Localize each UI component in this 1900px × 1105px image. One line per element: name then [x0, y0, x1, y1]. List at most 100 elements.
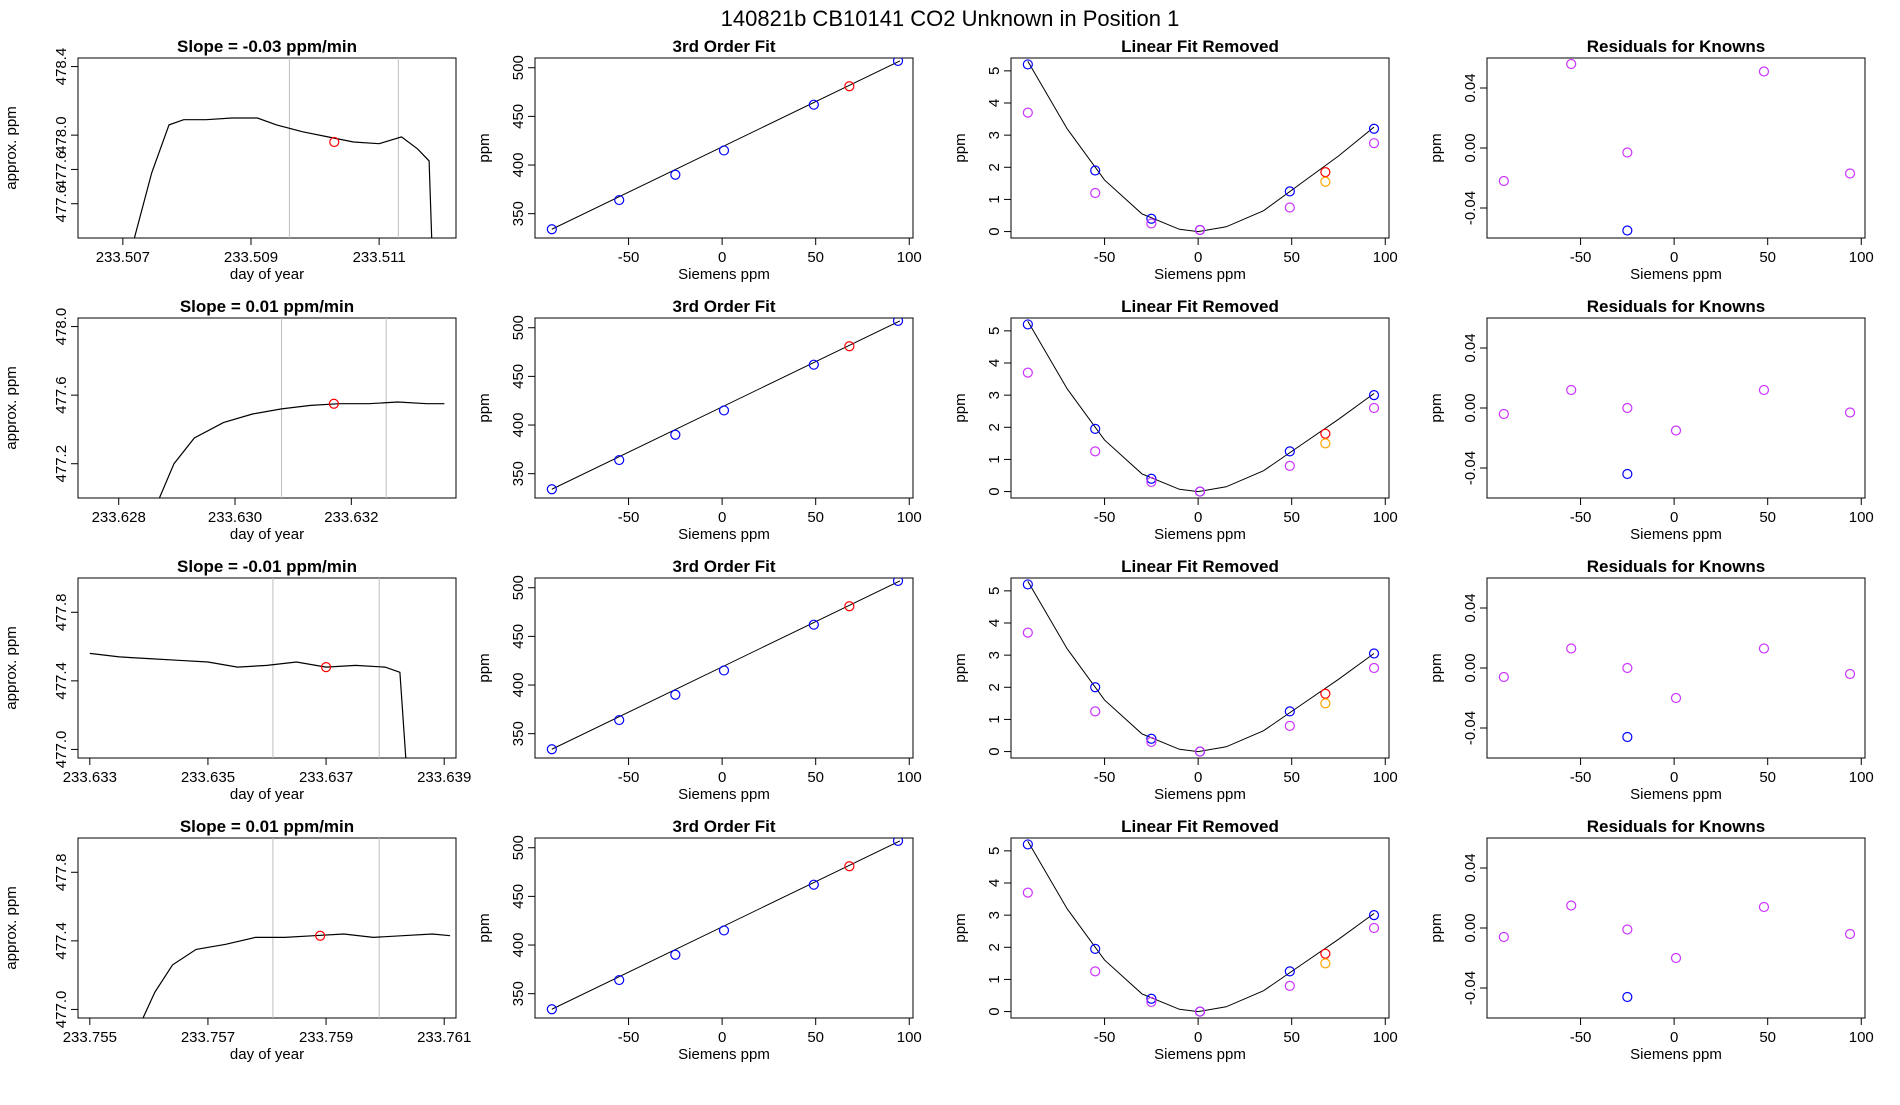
- x-tick-label: 100: [897, 769, 922, 786]
- point-linear: [1368, 138, 1380, 149]
- y-tick-label: 400: [510, 413, 527, 438]
- point-knowns: [1284, 706, 1295, 717]
- plot-frame: [534, 317, 914, 499]
- point-residuals: [1844, 928, 1856, 940]
- point-residuals: [1758, 384, 1770, 396]
- x-tick-label: -50: [1570, 1029, 1592, 1046]
- point-residuals: [1498, 671, 1509, 683]
- panel-r3c2: 3rd Order Fit -50 0 50 100 350 400 450 500 Siemen…: [476, 557, 922, 803]
- x-tick-label: -50: [618, 1029, 640, 1046]
- point-knowns: [1284, 966, 1295, 977]
- y-tick-label: 0.00: [1462, 133, 1479, 162]
- point-outlier: [1622, 468, 1633, 480]
- y-tick-label: -0.04: [1462, 711, 1479, 745]
- point-knowns: [718, 145, 730, 156]
- point-outlier: [1622, 225, 1633, 236]
- point-knowns: [1284, 446, 1295, 457]
- panel-r1c4: Residuals for Knowns -50 0 50 100 -0.04 0.00 0.…: [1428, 37, 1874, 283]
- plot-frame: [77, 577, 457, 759]
- x-axis-label: day of year: [230, 266, 304, 283]
- y-tick-label: 477.0: [53, 991, 70, 1029]
- y-tick-label: 350: [510, 981, 527, 1006]
- y-tick-label: 0.00: [1462, 913, 1479, 942]
- plot-frame: [534, 577, 914, 759]
- x-axis-label: Siemens ppm: [678, 1046, 770, 1063]
- x-tick-label: 0: [718, 769, 726, 786]
- x-axis-label: Siemens ppm: [678, 526, 770, 543]
- y-tick-label: -0.04: [1462, 191, 1479, 225]
- x-tick-label: 233.757: [181, 1029, 235, 1046]
- point-residuals: [1566, 643, 1577, 654]
- point-knowns: [1022, 319, 1033, 330]
- y-tick-label: 0.04: [1462, 333, 1479, 362]
- y-tick-label: 478.4: [53, 48, 70, 86]
- fit-line: [551, 840, 901, 1010]
- y-tick-label: 0.04: [1462, 853, 1479, 882]
- plot-marks: [1022, 319, 1380, 497]
- point-knowns: [1022, 579, 1033, 590]
- point-knowns: [670, 689, 681, 700]
- point-knowns: [1284, 186, 1295, 197]
- point-knowns: [718, 665, 730, 676]
- point-knowns: [808, 99, 819, 110]
- point-residuals: [1498, 931, 1509, 943]
- panel-title: Linear Fit Removed: [1121, 557, 1279, 576]
- y-tick-label: 2: [986, 683, 1003, 691]
- y-axis-label: ppm: [1428, 393, 1445, 422]
- y-tick-label: 5: [986, 587, 1003, 595]
- x-axis-label: Siemens ppm: [1630, 526, 1722, 543]
- plot-marks: [158, 318, 445, 498]
- x-axis-label: Siemens ppm: [1154, 266, 1246, 283]
- y-axis-label: ppm: [1428, 913, 1445, 942]
- x-tick-label: -50: [1570, 769, 1592, 786]
- plot-frame: [1010, 317, 1390, 499]
- point-knowns: [1022, 839, 1033, 850]
- point-knowns: [1368, 648, 1380, 659]
- y-tick-label: 500: [510, 315, 527, 340]
- point-unknown: [1320, 428, 1331, 439]
- y-axis-label: ppm: [476, 133, 493, 162]
- plot-frame: [77, 57, 457, 239]
- point-unknown: [1320, 948, 1331, 959]
- point-knowns: [1146, 473, 1157, 484]
- x-tick-label: 50: [807, 249, 824, 266]
- y-tick-label: 450: [510, 364, 527, 389]
- point-unknown: [844, 81, 855, 92]
- point-linear: [1022, 887, 1033, 898]
- panel-r2c3: Linear Fit Removed -50 0 50 100 0 1 2 3 4 5 Siemens…: [952, 297, 1398, 543]
- panel-title: Slope = -0.03 ppm/min: [177, 37, 357, 56]
- plot-frame: [1486, 57, 1866, 239]
- plot-frame: [1486, 317, 1866, 499]
- y-tick-label: 350: [510, 461, 527, 486]
- x-tick-label: 100: [897, 1029, 922, 1046]
- point-linear: [1022, 367, 1033, 378]
- ppm-trace-line: [89, 652, 407, 758]
- x-tick-label: 233.633: [63, 769, 117, 786]
- x-tick-label: 100: [1849, 769, 1874, 786]
- y-tick-label: 400: [510, 933, 527, 958]
- x-tick-label: 100: [897, 509, 922, 526]
- point-knowns: [614, 194, 625, 206]
- point-outlier: [1622, 731, 1633, 743]
- x-tick-label: 100: [1373, 1029, 1398, 1046]
- x-tick-label: 233.509: [224, 249, 278, 266]
- x-axis-label: day of year: [230, 1046, 304, 1063]
- x-tick-label: 50: [807, 769, 824, 786]
- y-tick-label: 3: [986, 131, 1003, 139]
- x-axis-label: Siemens ppm: [1630, 266, 1722, 283]
- point-unknown: [844, 601, 855, 612]
- mean-marker: [329, 136, 340, 148]
- x-tick-label: 233.630: [208, 509, 262, 526]
- point-unknown_quad: [1320, 176, 1331, 187]
- y-tick-label: 0.04: [1462, 593, 1479, 622]
- y-tick-label: 500: [510, 835, 527, 860]
- y-tick-label: 3: [986, 391, 1003, 399]
- point-knowns: [546, 224, 557, 235]
- y-tick-label: 4: [986, 619, 1003, 627]
- y-axis-label: ppm: [952, 653, 969, 682]
- point-knowns: [718, 925, 730, 936]
- point-residuals: [1622, 924, 1633, 935]
- x-tick-label: 100: [1373, 249, 1398, 266]
- y-tick-label: 0: [986, 227, 1003, 235]
